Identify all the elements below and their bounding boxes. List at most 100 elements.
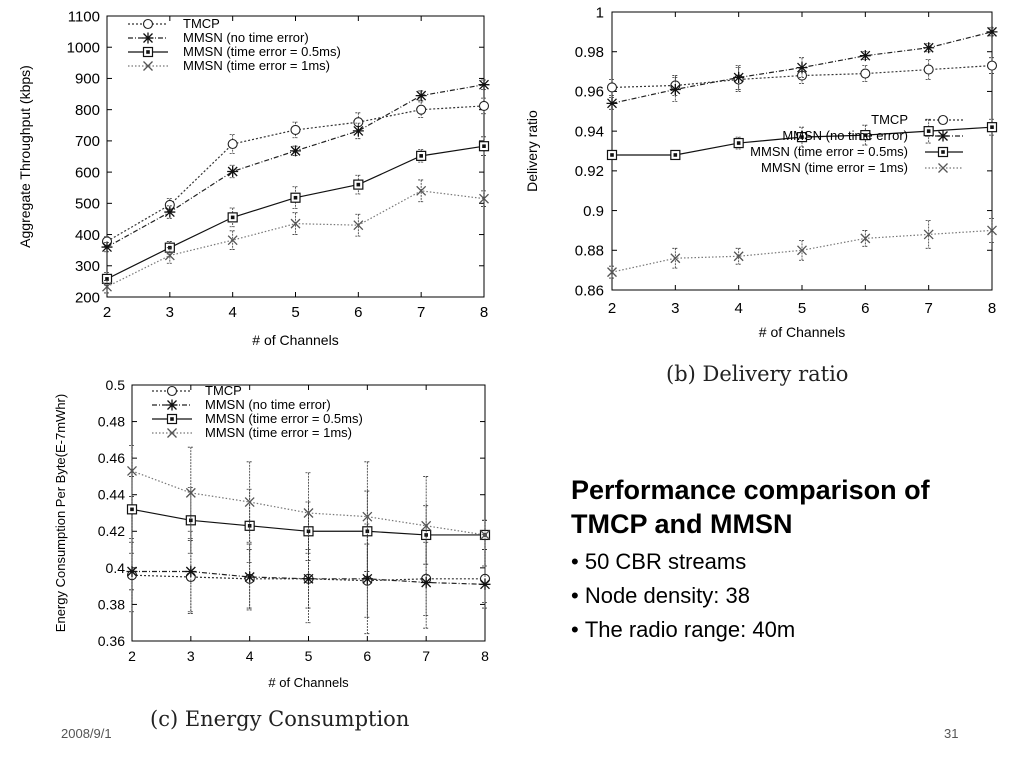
data-point	[126, 504, 138, 515]
y-tick-label: 0.44	[98, 487, 125, 503]
y-tick-label: 0.36	[98, 633, 125, 649]
data-point	[797, 245, 807, 256]
summary-title-line2: TMCP and MMSN	[571, 509, 793, 539]
summary-bullet: 50 CBR streams	[571, 545, 1011, 579]
x-tick-label: 6	[354, 304, 362, 321]
y-tick-label: 0.9	[583, 203, 604, 220]
data-point	[987, 225, 997, 236]
y-axis-label: Aggregate Throughput (kbps)	[17, 65, 33, 248]
data-point	[986, 122, 998, 133]
y-tick-label: 0.86	[575, 282, 604, 299]
y-axis-label: Energy Consumption Per Byte(E-7mWhr)	[53, 394, 68, 632]
data-point	[923, 42, 935, 54]
data-point	[353, 117, 364, 128]
data-point	[416, 150, 427, 161]
x-tick-label: 3	[166, 304, 174, 321]
legend-label: MMSN (time error = 0.5ms)	[750, 144, 908, 159]
x-tick-label: 2	[608, 300, 616, 317]
data-point	[244, 571, 256, 583]
series-1	[101, 79, 490, 253]
legend-marker	[166, 413, 178, 425]
x-tick-label: 4	[246, 648, 254, 664]
x-tick-label: 2	[128, 648, 136, 664]
error-bar	[989, 218, 995, 243]
throughput-chart: 2 3 4 5 6 7 8 200 300 400 500 600 700 800 900 1000 1100 #…	[17, 8, 490, 348]
legend-label: MMSN (time error = 0.5ms)	[205, 411, 363, 426]
x-tick-label: 7	[422, 648, 430, 664]
data-point	[101, 241, 113, 253]
data-point	[420, 576, 432, 588]
data-point	[290, 192, 301, 203]
data-point	[303, 573, 314, 585]
legend-marker	[143, 61, 153, 71]
error-bar	[672, 77, 679, 102]
series-1	[606, 26, 998, 110]
x-tick-label: 8	[988, 300, 996, 317]
legend-marker	[937, 146, 949, 158]
data-point	[479, 578, 491, 590]
y-tick-label: 900	[75, 71, 100, 88]
x-axis-label: # of Channels	[252, 332, 338, 348]
summary-bullet: The radio range: 40m	[571, 613, 1011, 647]
data-point	[860, 233, 871, 244]
legend-marker	[142, 32, 154, 44]
data-point	[986, 26, 998, 38]
data-point	[290, 145, 301, 157]
y-tick-label: 0.96	[575, 84, 604, 101]
data-point	[353, 179, 364, 190]
data-point	[860, 68, 871, 79]
y-tick-label: 700	[75, 133, 100, 150]
legend-marker	[167, 428, 177, 438]
x-tick-label: 5	[291, 304, 299, 321]
data-point	[227, 138, 238, 150]
data-point	[102, 281, 112, 292]
summary-bullet: Node density: 38	[571, 579, 1011, 613]
y-tick-label: 500	[75, 196, 100, 213]
energy-consumption-chart: 2 3 4 5 6 7 8 0.36 0.38 0.4 0.42 0.44 0.46 0.48 0.5 # o…	[53, 377, 491, 690]
data-point	[859, 50, 871, 62]
x-tick-label: 7	[924, 300, 932, 317]
y-tick-label: 0.94	[575, 123, 604, 140]
x-tick-label: 4	[734, 300, 742, 317]
data-point	[923, 126, 934, 137]
series-3	[607, 218, 997, 279]
footer-date: 2008/9/1	[61, 726, 112, 741]
data-point	[733, 251, 744, 262]
data-point	[127, 465, 137, 476]
legend-marker	[166, 399, 178, 411]
data-point	[164, 206, 176, 218]
y-tick-label: 0.38	[98, 596, 125, 612]
x-axis-label: # of Channels	[268, 675, 349, 690]
data-point	[670, 149, 681, 161]
summary-bullet-list: 50 CBR streams Node density: 38 The radi…	[571, 545, 1011, 647]
data-point	[303, 508, 314, 518]
y-axis-label: Delivery ratio	[524, 110, 540, 192]
legend-label: MMSN (time error = 0.5ms)	[183, 44, 341, 59]
summary-text-block: Performance comparison of TMCP and MMSN …	[571, 473, 1011, 647]
legend-marker	[937, 130, 949, 142]
data-point	[669, 83, 681, 95]
series-3	[127, 444, 490, 576]
data-point	[923, 229, 934, 240]
data-point	[606, 82, 618, 93]
y-tick-label: 0.46	[98, 450, 125, 466]
x-tick-label: 3	[671, 300, 679, 317]
y-tick-label: 1100	[68, 8, 100, 25]
x-tick-label: 8	[480, 304, 488, 321]
data-point	[607, 267, 617, 278]
legend-marker	[166, 385, 178, 397]
data-point	[479, 193, 489, 204]
legend-marker	[142, 18, 154, 30]
error-bar	[735, 65, 742, 90]
legend-label: MMSN (time error = 1ms)	[205, 425, 352, 440]
footer-page-number: 31	[944, 726, 959, 741]
y-tick-label: 200	[75, 289, 100, 306]
data-point	[670, 253, 681, 264]
x-tick-label: 6	[861, 300, 869, 317]
data-point	[478, 141, 490, 152]
data-point	[290, 124, 301, 136]
data-point	[227, 212, 238, 223]
data-point	[480, 529, 490, 540]
